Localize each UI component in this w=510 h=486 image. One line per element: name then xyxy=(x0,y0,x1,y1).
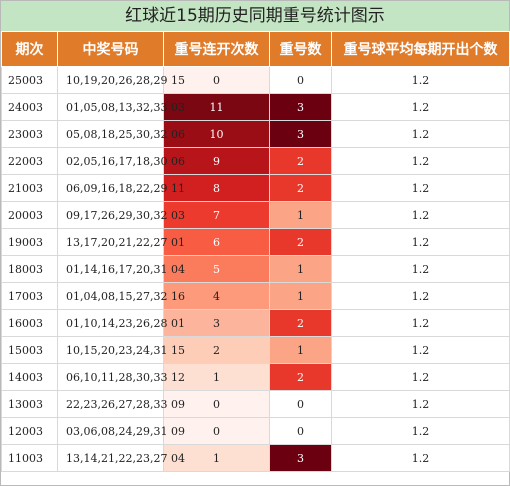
stats-table: 期次 中奖号码 重号连开次数 重号数 重号球平均每期开出个数 25003 10,1… xyxy=(1,31,510,472)
numbers-cell: 10,19,20,26,28,29 15 xyxy=(57,66,185,94)
header-average: 重号球平均每期开出个数 xyxy=(331,31,510,67)
table-row: 11003 13,14,21,22,23,27 04 1 3 1.2 xyxy=(1,444,510,472)
streak-cell: 0 xyxy=(163,417,270,445)
period-cell: 17003 xyxy=(1,282,58,310)
streak-cell: 0 xyxy=(163,66,270,94)
numbers-cell: 01,04,08,15,27,32 16 xyxy=(57,282,185,310)
period-cell: 12003 xyxy=(1,417,58,445)
streak-cell: 0 xyxy=(163,390,270,418)
table-row: 22003 02,05,16,17,18,30 06 9 2 1.2 xyxy=(1,147,510,175)
average-cell: 1.2 xyxy=(331,66,510,94)
repeat-cell: 1 xyxy=(269,201,332,229)
average-cell: 1.2 xyxy=(331,309,510,337)
numbers-cell: 09,17,26,29,30,32 03 xyxy=(57,201,185,229)
table-row: 18003 01,14,16,17,20,31 04 5 1 1.2 xyxy=(1,255,510,283)
repeat-cell: 1 xyxy=(269,336,332,364)
numbers-cell: 01,14,16,17,20,31 04 xyxy=(57,255,185,283)
table-row: 16003 01,10,14,23,26,28 01 3 2 1.2 xyxy=(1,309,510,337)
table-row: 23003 05,08,18,25,30,32 06 10 3 1.2 xyxy=(1,120,510,148)
average-cell: 1.2 xyxy=(331,228,510,256)
streak-cell: 1 xyxy=(163,444,270,472)
streak-cell: 1 xyxy=(163,363,270,391)
table-row: 24003 01,05,08,13,32,33 03 11 3 1.2 xyxy=(1,93,510,121)
table-body: 25003 10,19,20,26,28,29 15 0 0 1.2 24003 01,05… xyxy=(1,66,510,472)
repeat-cell: 1 xyxy=(269,282,332,310)
period-cell: 21003 xyxy=(1,174,58,202)
table-row: 19003 13,17,20,21,22,27 01 6 2 1.2 xyxy=(1,228,510,256)
numbers-cell: 03,06,08,24,29,31 09 xyxy=(57,417,185,445)
period-cell: 16003 xyxy=(1,309,58,337)
average-cell: 1.2 xyxy=(331,390,510,418)
period-cell: 14003 xyxy=(1,363,58,391)
repeat-cell: 2 xyxy=(269,228,332,256)
repeat-cell: 0 xyxy=(269,66,332,94)
period-cell: 19003 xyxy=(1,228,58,256)
repeat-cell: 3 xyxy=(269,444,332,472)
header-period: 期次 xyxy=(1,31,58,67)
streak-cell: 10 xyxy=(163,120,270,148)
average-cell: 1.2 xyxy=(331,336,510,364)
period-cell: 18003 xyxy=(1,255,58,283)
table-row: 25003 10,19,20,26,28,29 15 0 0 1.2 xyxy=(1,66,510,94)
average-cell: 1.2 xyxy=(331,201,510,229)
table-row: 21003 06,09,16,18,22,29 11 8 2 1.2 xyxy=(1,174,510,202)
average-cell: 1.2 xyxy=(331,93,510,121)
table-row: 13003 22,23,26,27,28,33 09 0 0 1.2 xyxy=(1,390,510,418)
period-cell: 23003 xyxy=(1,120,58,148)
header-repeat: 重号数 xyxy=(269,31,332,67)
table-row: 20003 09,17,26,29,30,32 03 7 1 1.2 xyxy=(1,201,510,229)
repeat-cell: 2 xyxy=(269,174,332,202)
average-cell: 1.2 xyxy=(331,255,510,283)
numbers-cell: 22,23,26,27,28,33 09 xyxy=(57,390,185,418)
repeat-cell: 1 xyxy=(269,255,332,283)
average-cell: 1.2 xyxy=(331,363,510,391)
repeat-cell: 0 xyxy=(269,390,332,418)
period-cell: 25003 xyxy=(1,66,58,94)
table-row: 15003 10,15,20,23,24,31 15 2 1 1.2 xyxy=(1,336,510,364)
average-cell: 1.2 xyxy=(331,417,510,445)
numbers-cell: 13,14,21,22,23,27 04 xyxy=(57,444,185,472)
period-cell: 15003 xyxy=(1,336,58,364)
period-cell: 24003 xyxy=(1,93,58,121)
numbers-cell: 05,08,18,25,30,32 06 xyxy=(57,120,185,148)
numbers-cell: 01,05,08,13,32,33 03 xyxy=(57,93,185,121)
numbers-cell: 01,10,14,23,26,28 01 xyxy=(57,309,185,337)
average-cell: 1.2 xyxy=(331,147,510,175)
streak-cell: 4 xyxy=(163,282,270,310)
average-cell: 1.2 xyxy=(331,174,510,202)
streak-cell: 6 xyxy=(163,228,270,256)
header-row: 期次 中奖号码 重号连开次数 重号数 重号球平均每期开出个数 xyxy=(1,31,510,67)
period-cell: 11003 xyxy=(1,444,58,472)
table-row: 17003 01,04,08,15,27,32 16 4 1 1.2 xyxy=(1,282,510,310)
numbers-cell: 06,10,11,28,30,33 12 xyxy=(57,363,185,391)
page-title: 红球近15期历史同期重号统计图示 xyxy=(1,1,509,31)
streak-cell: 3 xyxy=(163,309,270,337)
numbers-cell: 02,05,16,17,18,30 06 xyxy=(57,147,185,175)
streak-cell: 9 xyxy=(163,147,270,175)
average-cell: 1.2 xyxy=(331,282,510,310)
streak-cell: 2 xyxy=(163,336,270,364)
repeat-cell: 3 xyxy=(269,120,332,148)
numbers-cell: 10,15,20,23,24,31 15 xyxy=(57,336,185,364)
average-cell: 1.2 xyxy=(331,444,510,472)
numbers-cell: 13,17,20,21,22,27 01 xyxy=(57,228,185,256)
period-cell: 20003 xyxy=(1,201,58,229)
period-cell: 22003 xyxy=(1,147,58,175)
repeat-cell: 2 xyxy=(269,363,332,391)
repeat-cell: 2 xyxy=(269,309,332,337)
average-cell: 1.2 xyxy=(331,120,510,148)
repeat-cell: 2 xyxy=(269,147,332,175)
header-numbers: 中奖号码 xyxy=(57,31,164,67)
streak-cell: 8 xyxy=(163,174,270,202)
table-row: 14003 06,10,11,28,30,33 12 1 2 1.2 xyxy=(1,363,510,391)
period-cell: 13003 xyxy=(1,390,58,418)
repeat-cell: 0 xyxy=(269,417,332,445)
table-row: 12003 03,06,08,24,29,31 09 0 0 1.2 xyxy=(1,417,510,445)
header-streak: 重号连开次数 xyxy=(163,31,270,67)
repeat-cell: 3 xyxy=(269,93,332,121)
numbers-cell: 06,09,16,18,22,29 11 xyxy=(57,174,185,202)
